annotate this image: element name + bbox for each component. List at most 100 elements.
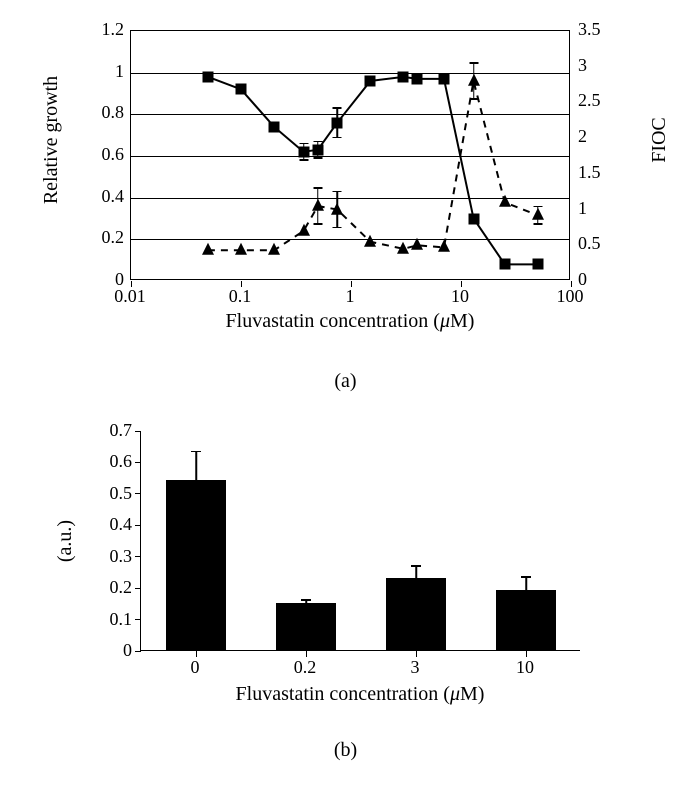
error-cap [333, 191, 342, 193]
y-tick-mark [135, 651, 141, 652]
x-tick-label: 0.1 [229, 286, 252, 307]
y-tick-mark [135, 556, 141, 557]
y-tick-label: 0.5 [110, 483, 133, 504]
error-cap [299, 159, 308, 161]
error-cap [313, 157, 322, 159]
y-left-tick-label: 0.2 [102, 227, 125, 248]
marker-triangle [331, 202, 343, 214]
gridline [131, 156, 569, 157]
x-label-a-prefix: Fluvastatin concentration ( [226, 310, 440, 332]
marker-square [468, 213, 479, 224]
y-right-tick-label: 3.5 [578, 19, 601, 40]
error-cap [521, 605, 531, 607]
x-label-a: Fluvastatin concentration (μM) [130, 310, 570, 333]
error-cap [301, 599, 311, 601]
error-cap [521, 576, 531, 578]
marker-triangle [499, 195, 511, 207]
y-tick-label: 0.4 [110, 514, 133, 535]
x-label-b: Fluvastatin concentration (μM) [140, 683, 580, 706]
marker-triangle [364, 235, 376, 247]
y-right-label: FIOC [648, 100, 671, 180]
y-tick-label: 0 [123, 640, 132, 661]
y-tick-label: 0.2 [110, 577, 133, 598]
y-tick-mark [135, 462, 141, 463]
marker-square [438, 73, 449, 84]
x-tick-label: 1 [346, 286, 355, 307]
plot-area-a [130, 30, 570, 280]
panel-a: Relative growth FIOC Fluvastatin concent… [40, 20, 651, 360]
marker-square [236, 84, 247, 95]
y-label-b: (a.u.) [54, 501, 77, 581]
error-cap [313, 223, 322, 225]
error-cap [191, 451, 201, 453]
marker-square [532, 259, 543, 270]
x-tick-label: 10 [516, 657, 534, 678]
error-cap [411, 591, 421, 593]
x-tick-label: 10 [451, 286, 469, 307]
y-left-label: Relative growth [40, 30, 63, 250]
error-cap [313, 187, 322, 189]
y-tick-label: 0.6 [110, 451, 133, 472]
marker-triangle [468, 74, 480, 86]
gridline [131, 114, 569, 115]
error-bar [415, 566, 417, 591]
y-tick-mark [135, 431, 141, 432]
gridline [131, 73, 569, 74]
marker-square [398, 71, 409, 82]
x-label-b-prefix: Fluvastatin concentration ( [236, 683, 450, 705]
y-tick-label: 0.7 [110, 420, 133, 441]
panel-a-label: (a) [40, 370, 651, 393]
marker-square [499, 259, 510, 270]
y-tick-label: 0.1 [110, 609, 133, 630]
plot-area-b [140, 431, 580, 651]
y-left-tick-label: 0.6 [102, 144, 125, 165]
marker-square [332, 117, 343, 128]
panel-b: (a.u.) Fluvastatin concentration (μM) 0 0… [40, 421, 651, 731]
x-tick-label: 3 [411, 657, 420, 678]
y-left-tick-label: 1 [115, 61, 124, 82]
y-tick-mark [135, 493, 141, 494]
marker-square [312, 144, 323, 155]
marker-square [269, 121, 280, 132]
error-cap [301, 607, 311, 609]
marker-square [202, 71, 213, 82]
marker-triangle [235, 243, 247, 255]
marker-square [298, 146, 309, 157]
marker-square [365, 76, 376, 87]
error-cap [469, 62, 478, 64]
marker-triangle [202, 243, 214, 255]
marker-triangle [312, 199, 324, 211]
y-right-tick-label: 1.5 [578, 162, 601, 183]
error-cap [533, 223, 542, 225]
x-label-b-suffix: M) [460, 683, 484, 705]
y-right-tick-label: 3 [578, 55, 587, 76]
x-label-a-suffix: M) [450, 310, 474, 332]
x-tick-label: 0 [191, 657, 200, 678]
marker-triangle [532, 208, 544, 220]
x-tick-label: 100 [557, 286, 584, 307]
error-cap [313, 141, 322, 143]
y-right-tick-label: 1 [578, 198, 587, 219]
x-label-b-unit: μ [450, 683, 460, 705]
gridline [131, 239, 569, 240]
y-tick-mark [135, 619, 141, 620]
y-left-tick-label: 1.2 [102, 19, 125, 40]
y-left-tick-label: 0.4 [102, 186, 125, 207]
series-lines [131, 31, 569, 279]
panel-b-label: (b) [40, 739, 651, 762]
marker-triangle [397, 242, 409, 254]
marker-triangle [438, 240, 450, 252]
error-cap [411, 565, 421, 567]
marker-triangle [268, 243, 280, 255]
bar [276, 603, 337, 650]
error-cap [333, 227, 342, 229]
y-right-tick-label: 2.5 [578, 90, 601, 111]
y-left-tick-label: 0.8 [102, 102, 125, 123]
y-tick-label: 0.3 [110, 546, 133, 567]
error-bar [195, 451, 197, 511]
marker-square [412, 73, 423, 84]
x-tick-label: 0.01 [114, 286, 146, 307]
error-cap [469, 98, 478, 100]
error-bar [525, 577, 527, 605]
figure: Relative growth FIOC Fluvastatin concent… [0, 0, 691, 782]
